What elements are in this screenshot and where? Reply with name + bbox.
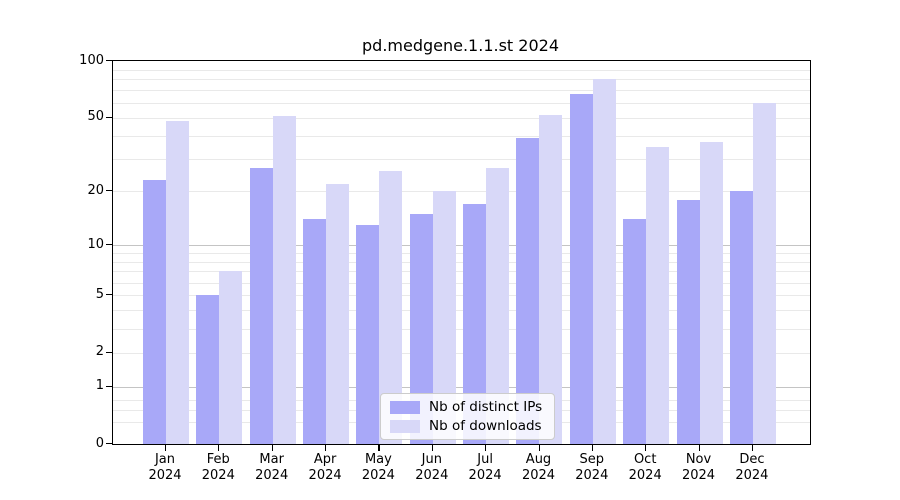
- x-tick-label: Aug 2024: [521, 452, 556, 483]
- gridline: [113, 271, 810, 273]
- gridline: [113, 295, 810, 297]
- bar-downloads: [752, 102, 776, 444]
- y-tick-mark: [106, 60, 112, 62]
- y-tick-mark: [106, 385, 112, 387]
- bar-distinct-ips: [516, 137, 540, 444]
- y-tick-mark: [106, 190, 112, 192]
- bar-distinct-ips: [409, 213, 433, 444]
- bar-downloads: [699, 142, 723, 444]
- gridline: [113, 329, 810, 330]
- bar-downloads: [432, 191, 456, 444]
- y-tick-mark: [106, 294, 112, 296]
- y-tick-label: 2: [95, 344, 104, 360]
- gridline: [113, 386, 810, 388]
- x-tick-label: Nov 2024: [681, 452, 716, 483]
- x-tick-label: May 2024: [361, 452, 395, 483]
- x-tick-mark: [485, 444, 487, 451]
- y-tick-label: 10: [87, 236, 104, 252]
- y-tick-mark: [106, 443, 112, 445]
- gridline: [113, 245, 810, 246]
- x-tick-label: Jun 2024: [415, 452, 449, 483]
- gridline: [113, 102, 810, 104]
- y-tick-label: 20: [87, 182, 104, 198]
- x-tick-label: Oct 2024: [628, 452, 662, 483]
- bar-downloads: [539, 114, 563, 444]
- x-tick-mark: [698, 444, 700, 451]
- plot-area: Nb of distinct IPs Nb of downloads: [112, 60, 811, 445]
- y-tick-label: 100: [79, 52, 104, 68]
- bar-distinct-ips: [356, 225, 380, 444]
- bar-downloads: [326, 183, 350, 444]
- x-tick-mark: [431, 444, 433, 451]
- bar-distinct-ips: [676, 199, 700, 444]
- gridline: [113, 117, 810, 119]
- bar-downloads: [592, 79, 616, 444]
- gridline: [113, 310, 810, 312]
- legend-label-downloads: Nb of downloads: [429, 418, 542, 434]
- bar-distinct-ips: [463, 204, 487, 444]
- bar-downloads: [272, 116, 296, 444]
- y-tick-mark: [106, 244, 112, 246]
- gridline: [113, 159, 810, 160]
- x-tick-mark: [378, 444, 380, 451]
- bar-downloads: [646, 146, 670, 444]
- bar-distinct-ips: [249, 167, 273, 444]
- x-tick-label: Apr 2024: [308, 452, 342, 483]
- bar-distinct-ips: [729, 191, 753, 444]
- y-tick-label: 0: [95, 435, 104, 451]
- gridline: [113, 282, 810, 284]
- x-tick-mark: [325, 444, 327, 451]
- x-tick-mark: [538, 444, 540, 451]
- bar-distinct-ips: [143, 180, 166, 444]
- y-tick-mark: [106, 116, 112, 118]
- chart-title: pd.medgene.1.1.st 2024: [362, 36, 559, 55]
- gridline: [113, 79, 810, 81]
- bar-downloads: [379, 170, 403, 444]
- x-tick-mark: [591, 444, 593, 451]
- x-tick-label: Mar 2024: [255, 452, 289, 483]
- x-tick-label: Jan 2024: [148, 452, 182, 483]
- legend-swatch-downloads-icon: [390, 419, 420, 433]
- gridline: [113, 69, 810, 71]
- legend-item-distinct-ips: Nb of distinct IPs: [390, 399, 542, 415]
- legend-swatch-distinct-ips-icon: [390, 400, 420, 414]
- y-tick-label: 50: [87, 109, 104, 125]
- gridline: [113, 252, 810, 254]
- x-tick-label: Feb 2024: [201, 452, 235, 483]
- y-tick-label: 1: [95, 378, 104, 393]
- gridline: [113, 352, 810, 354]
- y-tick-mark: [106, 351, 112, 353]
- bar-distinct-ips: [303, 219, 327, 444]
- legend-label-distinct-ips: Nb of distinct IPs: [429, 399, 543, 415]
- legend-item-downloads: Nb of downloads: [390, 418, 542, 434]
- legend: Nb of distinct IPs Nb of downloads: [380, 393, 556, 440]
- x-tick-label: Dec 2024: [735, 452, 769, 483]
- x-tick-mark: [165, 444, 167, 451]
- x-tick-mark: [218, 444, 220, 451]
- y-tick-label: 5: [95, 286, 104, 302]
- bar-distinct-ips: [623, 219, 647, 444]
- x-tick-mark: [751, 444, 754, 451]
- bar-downloads: [219, 271, 243, 444]
- gridline: [113, 90, 810, 92]
- x-tick-mark: [645, 444, 647, 451]
- bar-distinct-ips: [196, 295, 220, 444]
- x-tick-label: Jul 2024: [468, 452, 502, 483]
- gridline: [113, 135, 810, 137]
- gridline: [113, 261, 810, 263]
- bar-downloads: [166, 121, 189, 444]
- bar-distinct-ips: [569, 93, 593, 444]
- x-tick-mark: [271, 444, 273, 451]
- x-tick-label: Sep 2024: [575, 452, 609, 483]
- gridline: [113, 191, 810, 193]
- bar-downloads: [486, 167, 510, 444]
